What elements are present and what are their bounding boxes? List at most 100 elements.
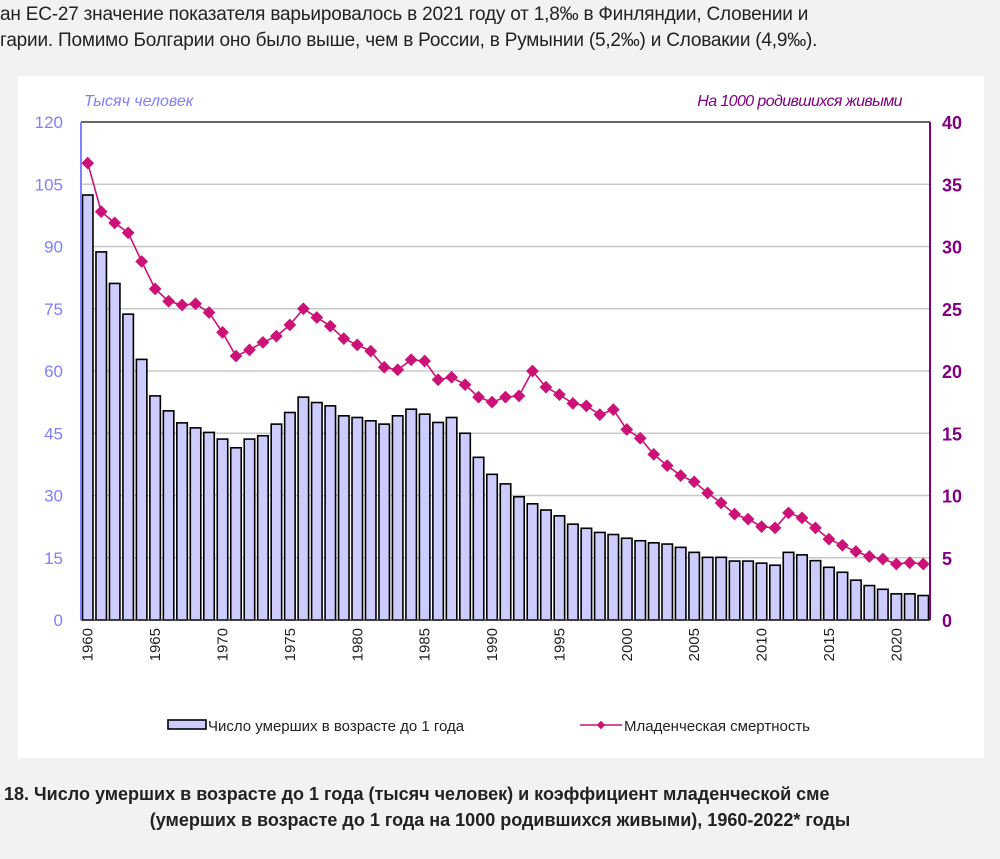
line-marker-1982 [377, 360, 391, 374]
right-axis-tick-label: 30 [942, 238, 962, 258]
bar-1979 [337, 415, 350, 621]
line-marker-1998 [593, 408, 607, 421]
left-axis-tick-label: 90 [44, 238, 63, 257]
bar-1996 [566, 523, 579, 621]
chart: 0 15 30 45 60 75 90 105 120 0 5 10 15 20 25 30 35 40 1960 1… [35, 93, 962, 735]
line-marker-1970 [216, 326, 229, 339]
line-marker-1968 [189, 297, 202, 311]
bar-2010 [755, 562, 768, 621]
bar-2018 [863, 584, 876, 621]
line-marker-1999 [606, 403, 620, 416]
bar-1980 [351, 416, 364, 621]
line-marker-1980 [350, 338, 364, 352]
x-axis-tick-label: 1980 [349, 628, 366, 661]
line-series [81, 156, 930, 571]
line-marker-1987 [445, 370, 458, 384]
x-axis-tick-label: 1960 [80, 628, 97, 661]
line-marker-2004 [674, 469, 688, 482]
bar-1987 [445, 416, 458, 621]
line-marker-1967 [175, 298, 189, 312]
line-marker-1984 [404, 353, 418, 367]
bar-1983 [391, 415, 404, 621]
bar-1966 [162, 410, 175, 621]
bar-2008 [728, 560, 741, 621]
bar-2020 [890, 593, 903, 621]
right-axis-tick-label: 25 [942, 300, 962, 320]
bar-1984 [405, 408, 418, 621]
bar-1965 [149, 395, 162, 621]
intro-text-line-2: гарии. Помимо Болгарии оно было выше, че… [0, 30, 818, 51]
legend-bar-swatch [167, 719, 207, 730]
left-axis-title: Тысяч человек [84, 93, 195, 110]
x-axis-tick-label: 2020 [888, 628, 905, 661]
bar-1992 [512, 495, 526, 621]
line-marker-1964 [135, 255, 149, 268]
line-marker-1971 [229, 349, 243, 363]
line-marker-1969 [202, 306, 216, 319]
bar-1999 [607, 533, 620, 621]
line-marker-1961 [94, 205, 108, 219]
bar-1988 [459, 432, 472, 621]
figure-caption-line-1: к 18. Число умерших в возрасте до 1 года… [0, 784, 830, 804]
bar-1976 [297, 396, 310, 621]
bar-2005 [688, 551, 701, 621]
bar-2001 [634, 539, 647, 621]
line-marker-1976 [296, 302, 310, 316]
line-marker-1995 [553, 388, 566, 402]
right-axis-tick-label: 35 [942, 175, 962, 195]
bar-2014 [809, 559, 822, 621]
bar-2002 [647, 542, 660, 621]
line-marker-1975 [283, 318, 297, 332]
x-axis-tick-label: 2015 [821, 628, 838, 661]
bar-1974 [270, 423, 283, 621]
right-axis-tick-label: 5 [942, 549, 952, 569]
line-marker-1988 [458, 378, 472, 392]
bar-1978 [324, 405, 337, 621]
bar-1963 [122, 313, 135, 621]
bar-1968 [189, 427, 202, 621]
line-marker-1963 [121, 226, 135, 240]
line-marker-1962 [108, 216, 122, 230]
x-axis-tick-label: 1995 [551, 628, 568, 661]
right-axis-tick-label: 20 [942, 362, 962, 382]
line-marker-1979 [337, 332, 351, 345]
figure-caption-line-2: (умерших в возрасте до 1 года на 1000 ро… [149, 810, 851, 830]
x-axis-tick-label: 2005 [686, 628, 703, 661]
line-marker-1996 [566, 397, 580, 410]
left-axis-tick-label: 75 [44, 300, 63, 319]
line-marker-2017 [849, 545, 863, 558]
x-axis-tick-label: 1965 [147, 628, 164, 661]
x-axis-tick-label: 1985 [417, 628, 434, 661]
left-axis-tick-label: 15 [44, 549, 63, 568]
line-marker-1973 [256, 336, 270, 349]
bar-1989 [472, 456, 485, 621]
left-axis-tick-label: 105 [35, 175, 63, 194]
line-marker-1992 [512, 389, 526, 403]
line-marker-1990 [485, 395, 499, 409]
left-axis-tick-label: 120 [35, 113, 63, 132]
bar-1975 [283, 411, 296, 621]
legend-bar-label: Число умерших в возрасте до 1 года [208, 718, 465, 735]
right-axis-tick-label: 40 [942, 113, 962, 133]
bar-1994 [539, 509, 552, 621]
bar-1970 [216, 438, 229, 621]
left-axis-tick-label: 30 [44, 487, 63, 506]
bar-2004 [674, 546, 687, 621]
bar-1985 [418, 413, 431, 621]
line-marker-1965 [148, 282, 162, 296]
left-axis-tick-label: 45 [44, 424, 63, 443]
line-marker-1978 [323, 319, 337, 333]
line-marker-2020 [889, 557, 903, 571]
left-axis-tick-label: 0 [54, 611, 63, 630]
bar-1998 [593, 531, 606, 621]
bar-1982 [378, 423, 391, 621]
bar-2022 [917, 594, 930, 621]
line-marker-2009 [741, 512, 755, 526]
right-axis-tick-label: 10 [942, 487, 962, 507]
line-marker-1983 [391, 363, 405, 377]
legend-line-marker [596, 720, 606, 730]
line-marker-1960 [81, 156, 95, 170]
legend: Число умерших в возрасте до 1 года Младен… [167, 718, 810, 735]
bar-1973 [256, 434, 269, 621]
bar-1969 [202, 431, 216, 621]
